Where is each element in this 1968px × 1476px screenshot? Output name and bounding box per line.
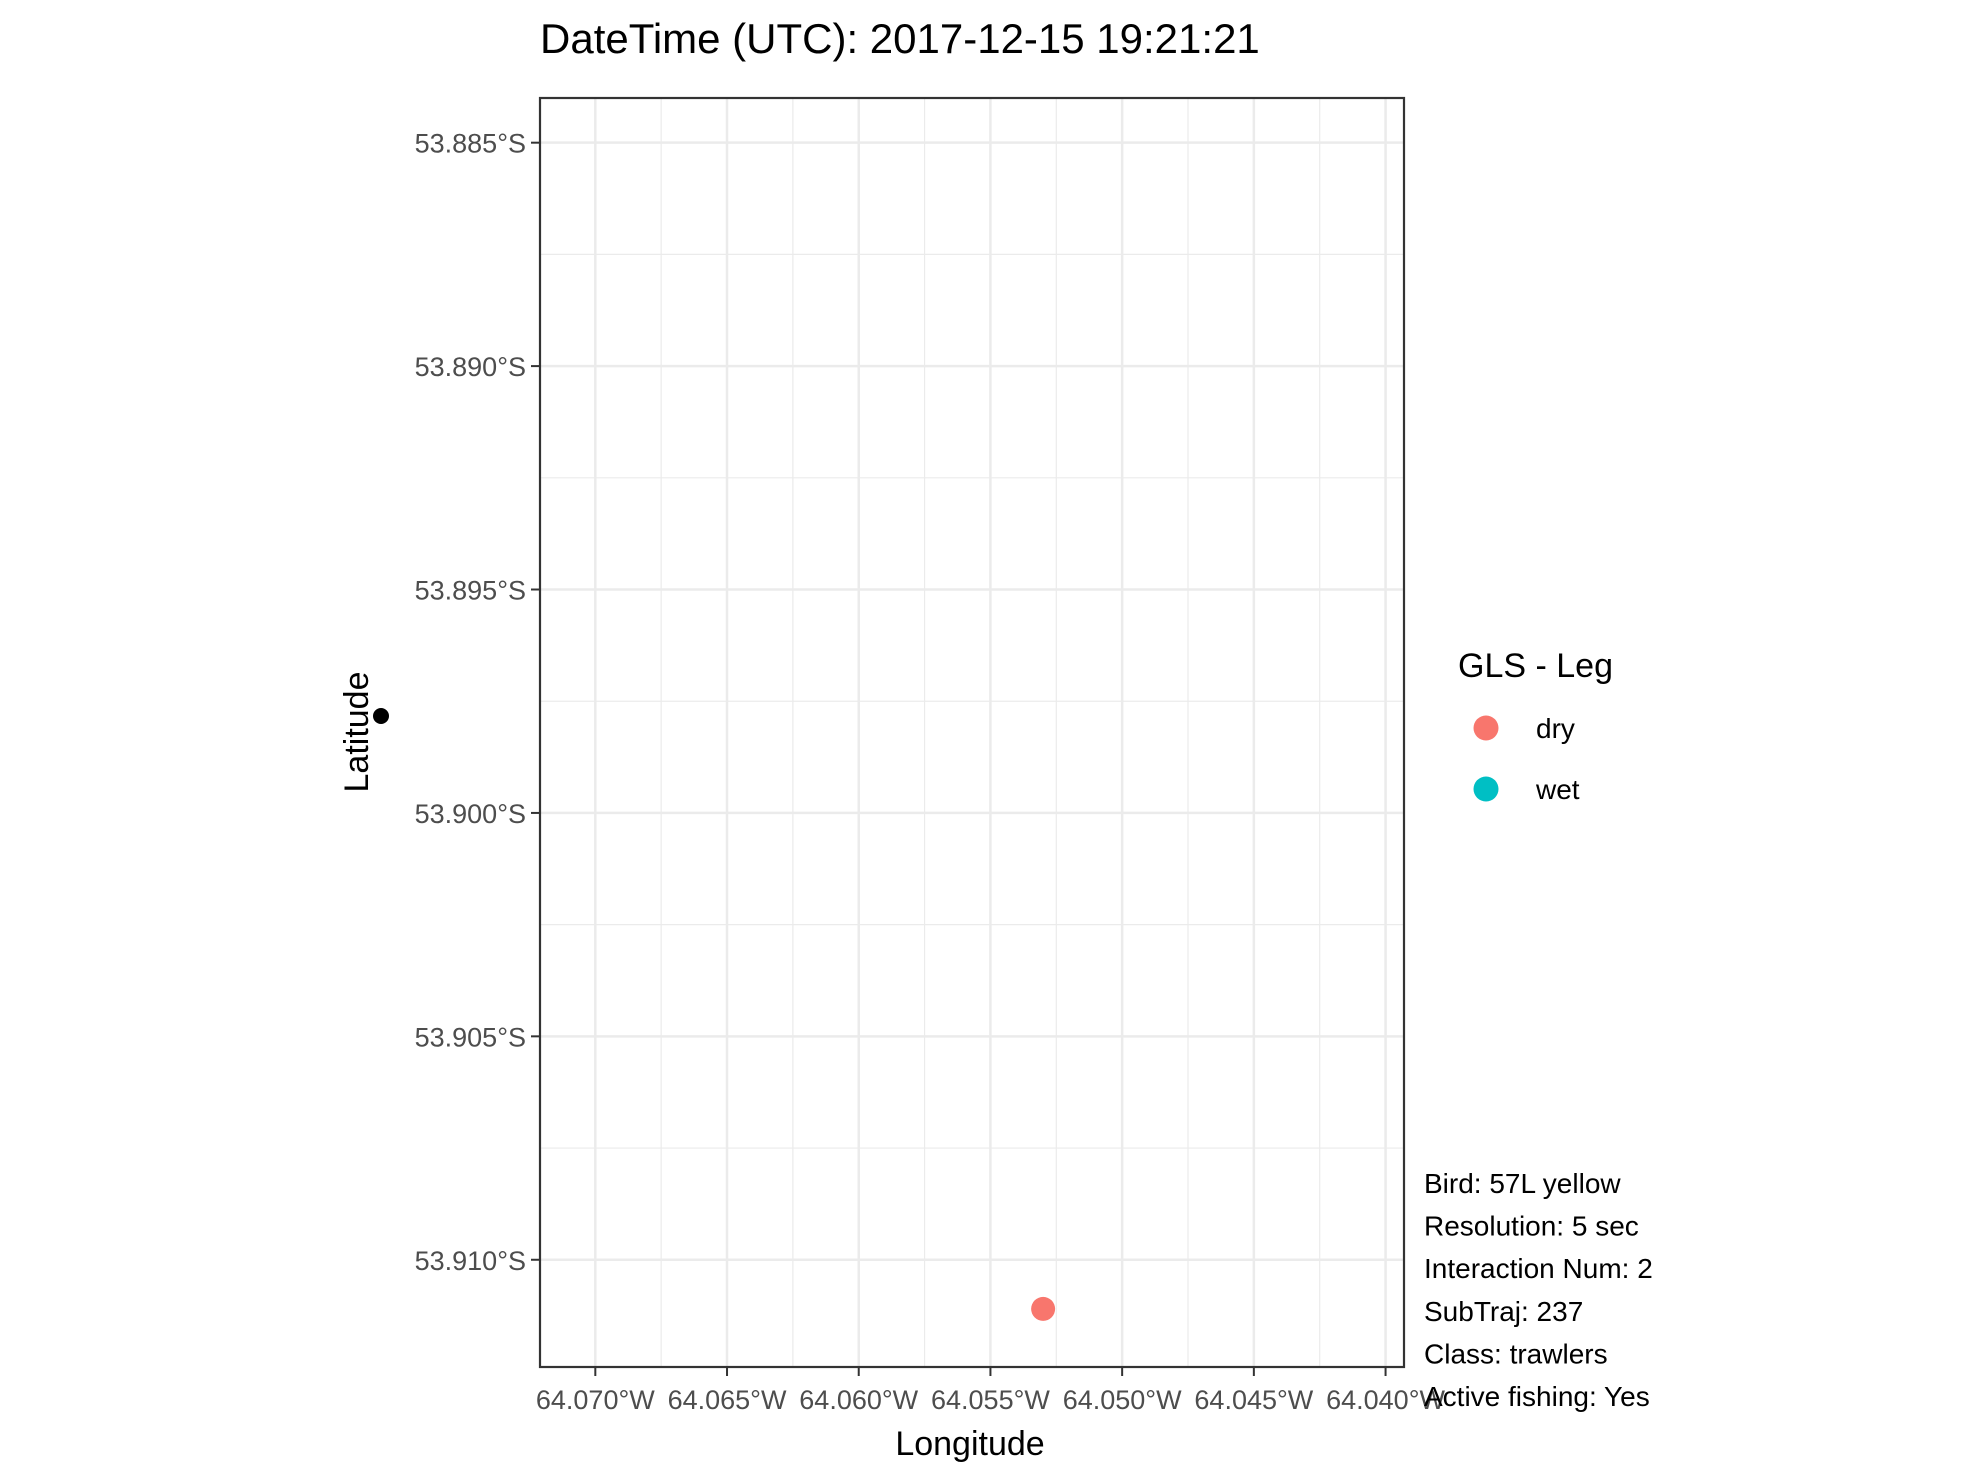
x-axis-title: Longitude [895, 1425, 1044, 1463]
x-tick-label: 64.045°W [1194, 1385, 1313, 1415]
legend-key-wet [1473, 776, 1499, 802]
x-tick-label: 64.070°W [536, 1385, 655, 1415]
info-line: SubTraj: 237 [1424, 1296, 1583, 1327]
y-tick-label: 53.890°S [415, 352, 526, 382]
info-line: Class: trawlers [1424, 1338, 1608, 1369]
y-tick-label: 53.910°S [415, 1246, 526, 1276]
y-tick-label: 53.895°S [415, 576, 526, 606]
info-line: Bird: 57L yellow [1424, 1168, 1621, 1199]
legend: GLS - Leg dry wet [1458, 647, 1613, 805]
info-annotations: Bird: 57L yellow Resolution: 5 sec Interac… [1424, 1168, 1653, 1412]
legend-key-dry [1473, 715, 1499, 741]
info-line: Interaction Num: 2 [1424, 1253, 1653, 1284]
info-line: Resolution: 5 sec [1424, 1211, 1639, 1242]
y-tick-label: 53.905°S [415, 1022, 526, 1052]
legend-label-dry: dry [1536, 713, 1575, 744]
info-line: Active fishing: Yes [1424, 1381, 1650, 1412]
y-tick-label: 53.900°S [415, 799, 526, 829]
x-tick-label: 64.065°W [668, 1385, 787, 1415]
y-axis-title: Latitude [338, 672, 376, 793]
data-points [1031, 1296, 1056, 1321]
y-tick-label: 53.885°S [415, 129, 526, 159]
x-tick-label: 64.040°W [1326, 1385, 1445, 1415]
legend-title: GLS - Leg [1458, 647, 1613, 685]
x-tick-label: 64.050°W [1063, 1385, 1182, 1415]
stray-marker-dot [373, 708, 389, 724]
x-tick-label: 64.060°W [799, 1385, 918, 1415]
data-point-dry [1031, 1296, 1056, 1321]
axis-ticks: 64.070°W 64.065°W 64.060°W 64.055°W 64.050°W… [415, 129, 1446, 1415]
chart-title: DateTime (UTC): 2017-12-15 19:21:21 [540, 15, 1260, 62]
grid-lines [540, 98, 1404, 1367]
plot-panel-border [538, 96, 1406, 1369]
x-tick-label: 64.055°W [931, 1385, 1050, 1415]
legend-label-wet: wet [1535, 774, 1580, 805]
